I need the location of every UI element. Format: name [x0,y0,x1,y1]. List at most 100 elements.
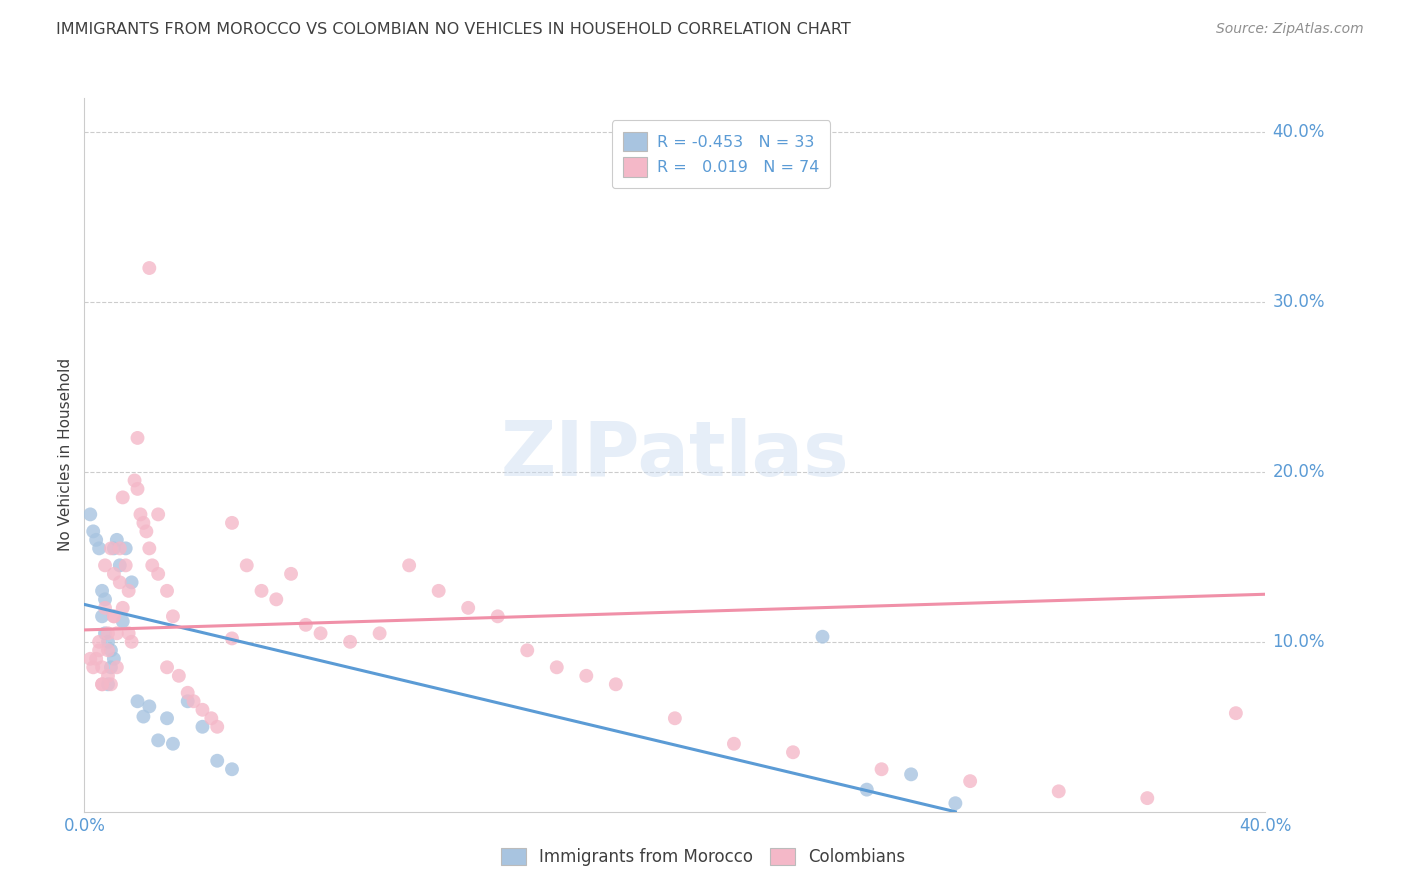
Point [1047,784,1070,798]
Point [132,709,155,723]
Point [664,711,686,725]
Y-axis label: No Vehicles in Household: No Vehicles in Household [58,359,73,551]
Point [91,583,114,598]
Text: Source: ZipAtlas.com: Source: ZipAtlas.com [1216,22,1364,37]
Point [486,609,509,624]
Point [124,474,146,488]
Point [148,733,170,747]
Point [723,737,745,751]
Point [114,541,136,556]
Point [103,541,125,556]
Point [135,524,157,539]
Point [398,558,420,573]
Point [114,558,136,573]
Point [1225,706,1247,721]
Point [103,652,125,666]
Point [87,635,111,649]
Point [127,431,149,445]
Point [103,609,125,624]
Point [121,575,143,590]
Point [94,626,117,640]
Point [605,677,627,691]
Point [129,508,152,522]
Point [97,635,120,649]
Point [105,626,128,640]
Point [205,754,228,768]
Point [141,558,163,573]
Point [177,694,200,708]
Point [79,652,101,666]
Point [97,669,120,683]
Point [91,660,114,674]
Point [84,652,107,666]
Point [94,600,117,615]
Point [82,660,104,674]
Point [1136,791,1159,805]
Point [103,609,125,624]
Point [162,737,184,751]
Point [97,643,120,657]
Point [100,541,122,556]
Point [575,669,598,683]
Point [309,626,332,640]
Point [250,583,273,598]
Point [121,635,143,649]
Point [100,660,122,674]
Point [108,541,131,556]
Point [103,566,125,581]
Point [94,558,117,573]
Point [156,660,179,674]
Point [162,609,184,624]
Point [368,626,391,640]
Point [945,796,967,810]
Point [79,508,101,522]
Point [811,630,834,644]
Point [108,558,131,573]
Point [105,660,128,674]
Text: 10.0%: 10.0% [1272,632,1324,651]
Point [82,524,104,539]
Point [205,720,228,734]
Point [100,677,122,691]
Point [235,558,259,573]
Point [118,626,141,640]
Point [457,600,479,615]
Legend: R = -0.453   N = 33, R =   0.019   N = 74: R = -0.453 N = 33, R = 0.019 N = 74 [612,120,831,188]
Point [138,260,160,275]
Point [200,711,222,725]
Text: IMMIGRANTS FROM MOROCCO VS COLOMBIAN NO VEHICLES IN HOUSEHOLD CORRELATION CHART: IMMIGRANTS FROM MOROCCO VS COLOMBIAN NO … [56,22,851,37]
Point [221,516,243,530]
Text: 40.0%: 40.0% [1272,123,1324,141]
Point [900,767,922,781]
Point [427,583,450,598]
Point [87,643,111,657]
Point [127,694,149,708]
Point [118,583,141,598]
Legend: Immigrants from Morocco, Colombians: Immigrants from Morocco, Colombians [492,840,914,875]
Point [855,782,877,797]
Point [167,669,190,683]
Point [782,745,804,759]
Point [111,615,134,629]
Point [191,703,214,717]
Point [100,643,122,657]
Point [138,541,160,556]
Point [105,533,128,547]
Point [94,592,117,607]
Point [959,774,981,789]
Point [870,762,893,776]
Point [148,566,170,581]
Point [221,632,243,646]
Point [97,626,120,640]
Point [156,583,179,598]
Point [264,592,288,607]
Point [111,491,134,505]
Point [108,575,131,590]
Point [191,720,214,734]
Point [87,541,111,556]
Point [156,711,179,725]
Point [177,686,200,700]
Point [111,600,134,615]
Point [132,516,155,530]
Point [546,660,568,674]
